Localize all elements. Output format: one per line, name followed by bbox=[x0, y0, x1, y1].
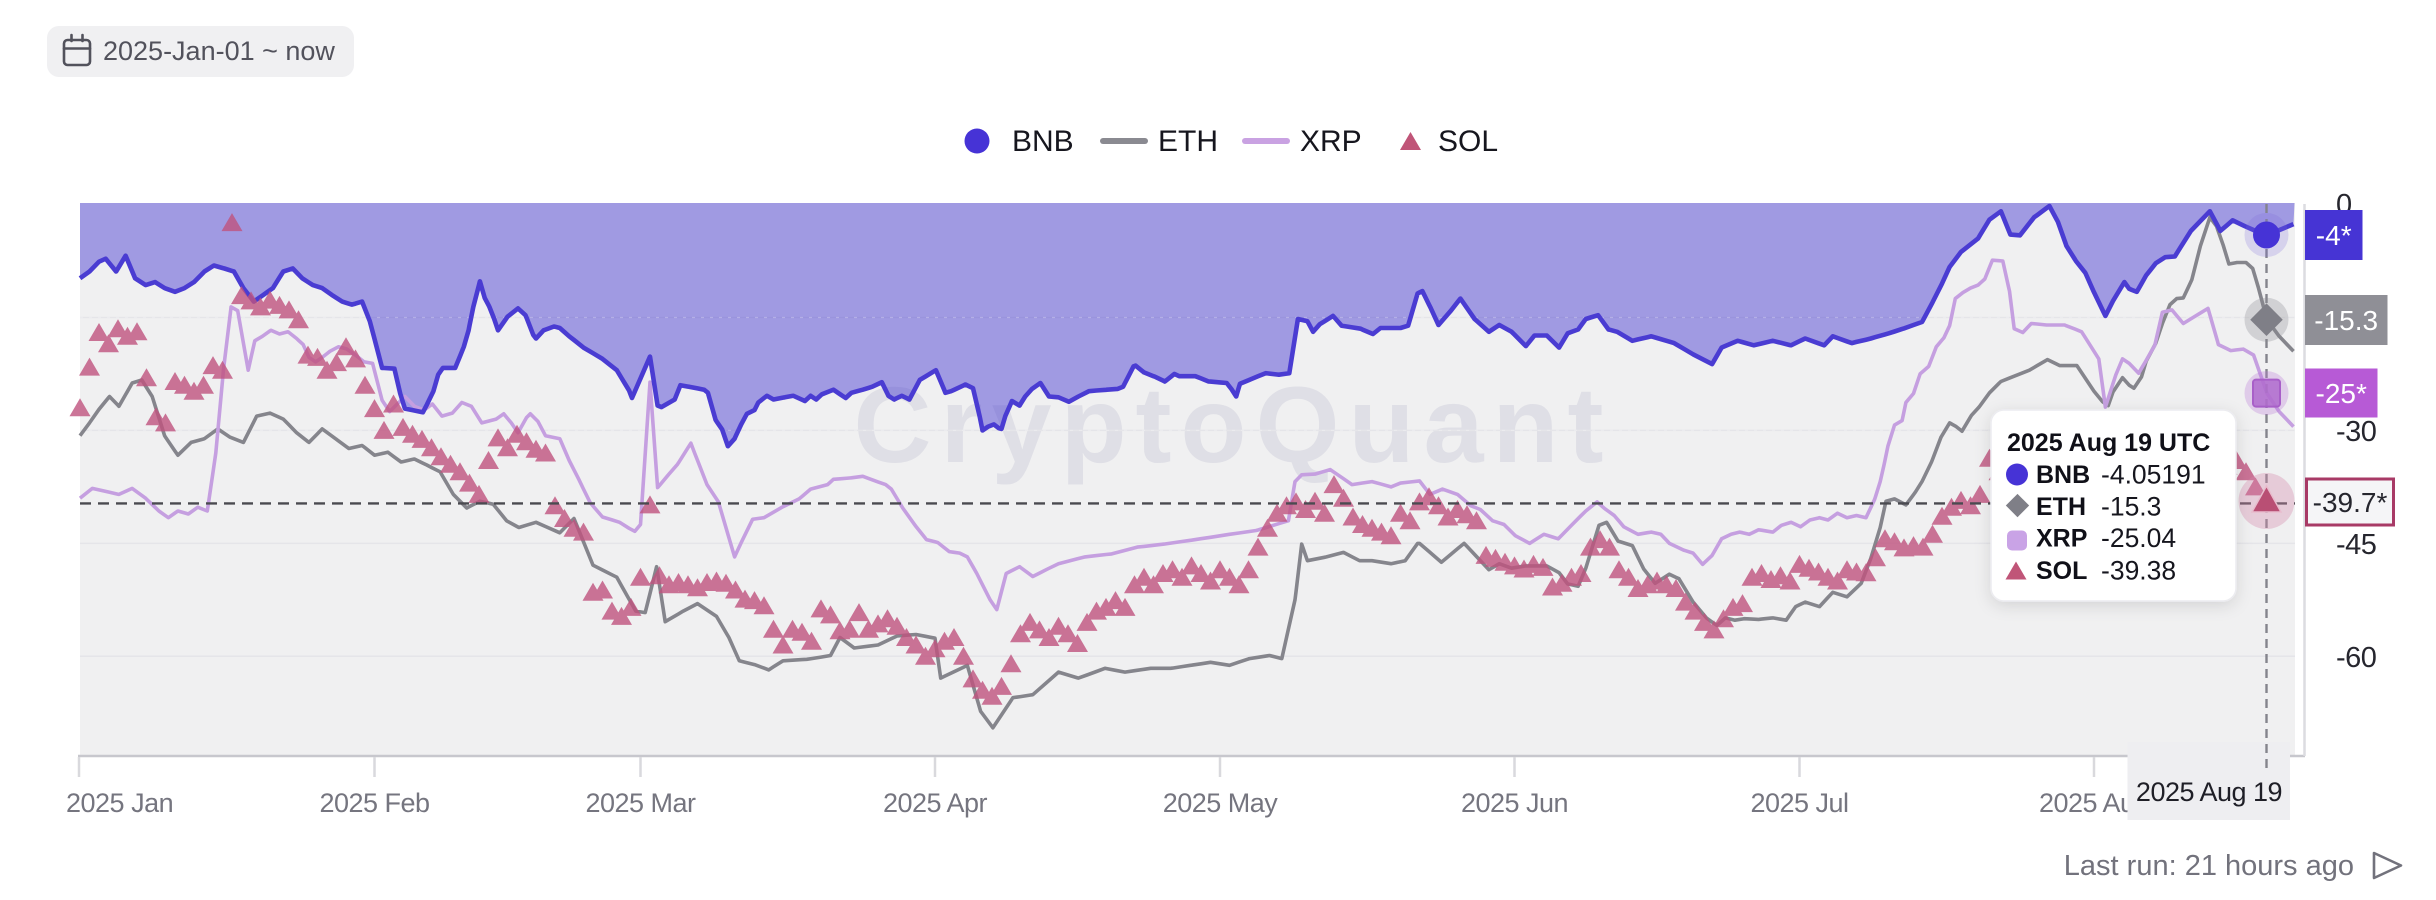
svg-text:-25*: -25* bbox=[2316, 378, 2367, 409]
svg-text:-45: -45 bbox=[2336, 529, 2376, 561]
svg-text:XRP: XRP bbox=[2036, 525, 2087, 553]
svg-text:XRP: XRP bbox=[1300, 125, 1362, 158]
svg-text:-15.3: -15.3 bbox=[2101, 492, 2161, 522]
svg-text:SOL: SOL bbox=[2036, 557, 2087, 585]
svg-text:2025 Aug 19: 2025 Aug 19 bbox=[2136, 777, 2282, 807]
svg-text:-39.38: -39.38 bbox=[2101, 556, 2176, 586]
svg-text:2025 May: 2025 May bbox=[1163, 788, 1279, 818]
svg-text:-60: -60 bbox=[2336, 642, 2376, 674]
svg-text:BNB: BNB bbox=[2036, 461, 2090, 489]
svg-text:2025 Mar: 2025 Mar bbox=[585, 788, 696, 818]
svg-text:2025 Jan: 2025 Jan bbox=[66, 788, 173, 818]
svg-text:2025 Feb: 2025 Feb bbox=[319, 788, 429, 818]
svg-text:-4.05191: -4.05191 bbox=[2101, 460, 2206, 490]
svg-text:BNB: BNB bbox=[1012, 125, 1074, 158]
svg-text:-4*: -4* bbox=[2316, 220, 2352, 251]
svg-text:-39.7*: -39.7* bbox=[2313, 487, 2388, 518]
svg-text:-25.04: -25.04 bbox=[2101, 523, 2176, 553]
svg-text:2025 Aug 19 UTC: 2025 Aug 19 UTC bbox=[2007, 429, 2210, 457]
svg-text:2025 Jul: 2025 Jul bbox=[1750, 788, 1848, 818]
svg-text:-30: -30 bbox=[2336, 416, 2376, 448]
svg-text:2025 Apr: 2025 Apr bbox=[883, 788, 988, 818]
svg-text:ETH: ETH bbox=[1158, 125, 1218, 158]
svg-text:2025-Jan-01 ~ now: 2025-Jan-01 ~ now bbox=[103, 36, 335, 66]
svg-text:Last run: 21 hours ago: Last run: 21 hours ago bbox=[2064, 850, 2354, 882]
svg-text:-15.3: -15.3 bbox=[2314, 305, 2378, 336]
svg-text:ETH: ETH bbox=[2036, 493, 2086, 521]
svg-text:2025 Jun: 2025 Jun bbox=[1461, 788, 1568, 818]
svg-text:SOL: SOL bbox=[1438, 125, 1498, 158]
